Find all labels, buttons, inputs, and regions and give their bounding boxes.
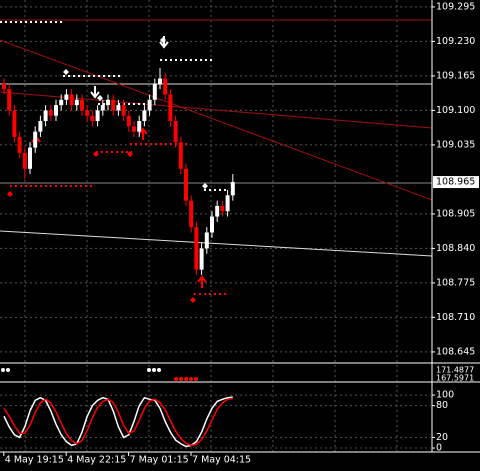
oscillator-line	[3, 396, 233, 448]
indicator-readout: 167.5971	[436, 374, 474, 383]
axes: 109.295 109.230 109.165 109.100 109.035 108.9…	[3, 1, 479, 466]
candle-body	[12, 110, 17, 137]
signal-arrow	[90, 36, 169, 99]
dot	[189, 377, 193, 381]
dot	[194, 377, 198, 381]
candle-body	[121, 105, 126, 116]
y-tick-label: 0	[436, 443, 442, 454]
candle-body	[85, 110, 90, 116]
y-tick-label: 109.100	[436, 105, 475, 116]
candle-body	[132, 126, 136, 132]
candle-body	[194, 227, 199, 270]
trend-line	[0, 39, 433, 201]
dot	[147, 368, 151, 372]
candle-body	[48, 110, 53, 116]
candle-body	[95, 110, 100, 122]
candle-body	[158, 78, 162, 84]
last-price-box	[433, 176, 479, 189]
y-tick-label: 108.645	[436, 346, 475, 357]
y-tick-label: 109.165	[436, 70, 475, 81]
dot	[152, 368, 156, 372]
oscillator-line	[3, 397, 233, 447]
candle-body	[2, 83, 6, 90]
candle-body	[204, 232, 209, 249]
candle-body	[100, 105, 105, 111]
indicator-readout: 171.4877	[436, 366, 474, 375]
candle-body	[69, 94, 74, 106]
candle-body	[142, 110, 147, 122]
y-tick-label: 108.775	[436, 277, 475, 288]
candle-body	[220, 205, 225, 212]
candle-body	[210, 216, 214, 233]
dot	[179, 377, 183, 381]
x-tick-label: 4 May 22:15	[67, 455, 126, 466]
y-tick-label: 109.295	[436, 1, 475, 12]
candle-body	[168, 94, 173, 122]
y-tick-label: 108.905	[436, 208, 475, 219]
candle-body	[59, 99, 64, 106]
candle-body	[152, 83, 157, 100]
y-tick-label: 100	[436, 390, 454, 401]
candle-body	[147, 99, 152, 111]
candle-body	[28, 147, 32, 169]
y-tick-label: 109.035	[436, 139, 475, 150]
x-tick-label: 4 May 19:15	[5, 455, 64, 466]
y-tick-label: 108.840	[436, 243, 475, 254]
candle-body	[64, 94, 69, 100]
last-price-label: 108.965	[436, 177, 475, 188]
trend-line	[0, 230, 433, 257]
y-tick-label: 20	[436, 432, 448, 443]
candle-body	[230, 182, 235, 196]
candle-body	[116, 105, 121, 111]
dot	[157, 368, 161, 372]
x-tick-label: 7 May 01:15	[130, 455, 189, 466]
dot	[184, 377, 188, 381]
candle-body	[7, 89, 12, 111]
candle-body	[54, 105, 58, 116]
candle-body	[225, 195, 230, 212]
indicator-dots	[1, 368, 198, 381]
candle-body	[90, 115, 95, 122]
candles	[2, 67, 235, 275]
candle-body	[215, 205, 220, 217]
candle-body	[80, 99, 84, 111]
y-tick-label: 109.230	[436, 36, 475, 47]
candle-body	[173, 121, 178, 143]
candle-body	[163, 78, 168, 95]
candle-body	[22, 152, 27, 169]
y-tick-label: 108.710	[436, 312, 475, 323]
candle-body	[33, 131, 38, 148]
candle-body	[184, 168, 188, 201]
candle-body	[74, 99, 79, 106]
candle-body	[111, 99, 116, 111]
dot	[174, 377, 178, 381]
candle-body	[43, 110, 48, 122]
dot	[1, 368, 5, 372]
candle-body	[126, 115, 131, 127]
y-tick-label: 80	[436, 400, 448, 411]
x-tick-label: 7 May 04:15	[192, 455, 251, 466]
candle-body	[106, 99, 110, 106]
candle-body	[137, 121, 142, 132]
candle-body	[17, 136, 22, 153]
candle-body	[199, 248, 204, 270]
candle-body	[38, 121, 43, 132]
dot	[6, 368, 10, 372]
candle-body	[178, 142, 183, 169]
candle-body	[189, 200, 194, 228]
